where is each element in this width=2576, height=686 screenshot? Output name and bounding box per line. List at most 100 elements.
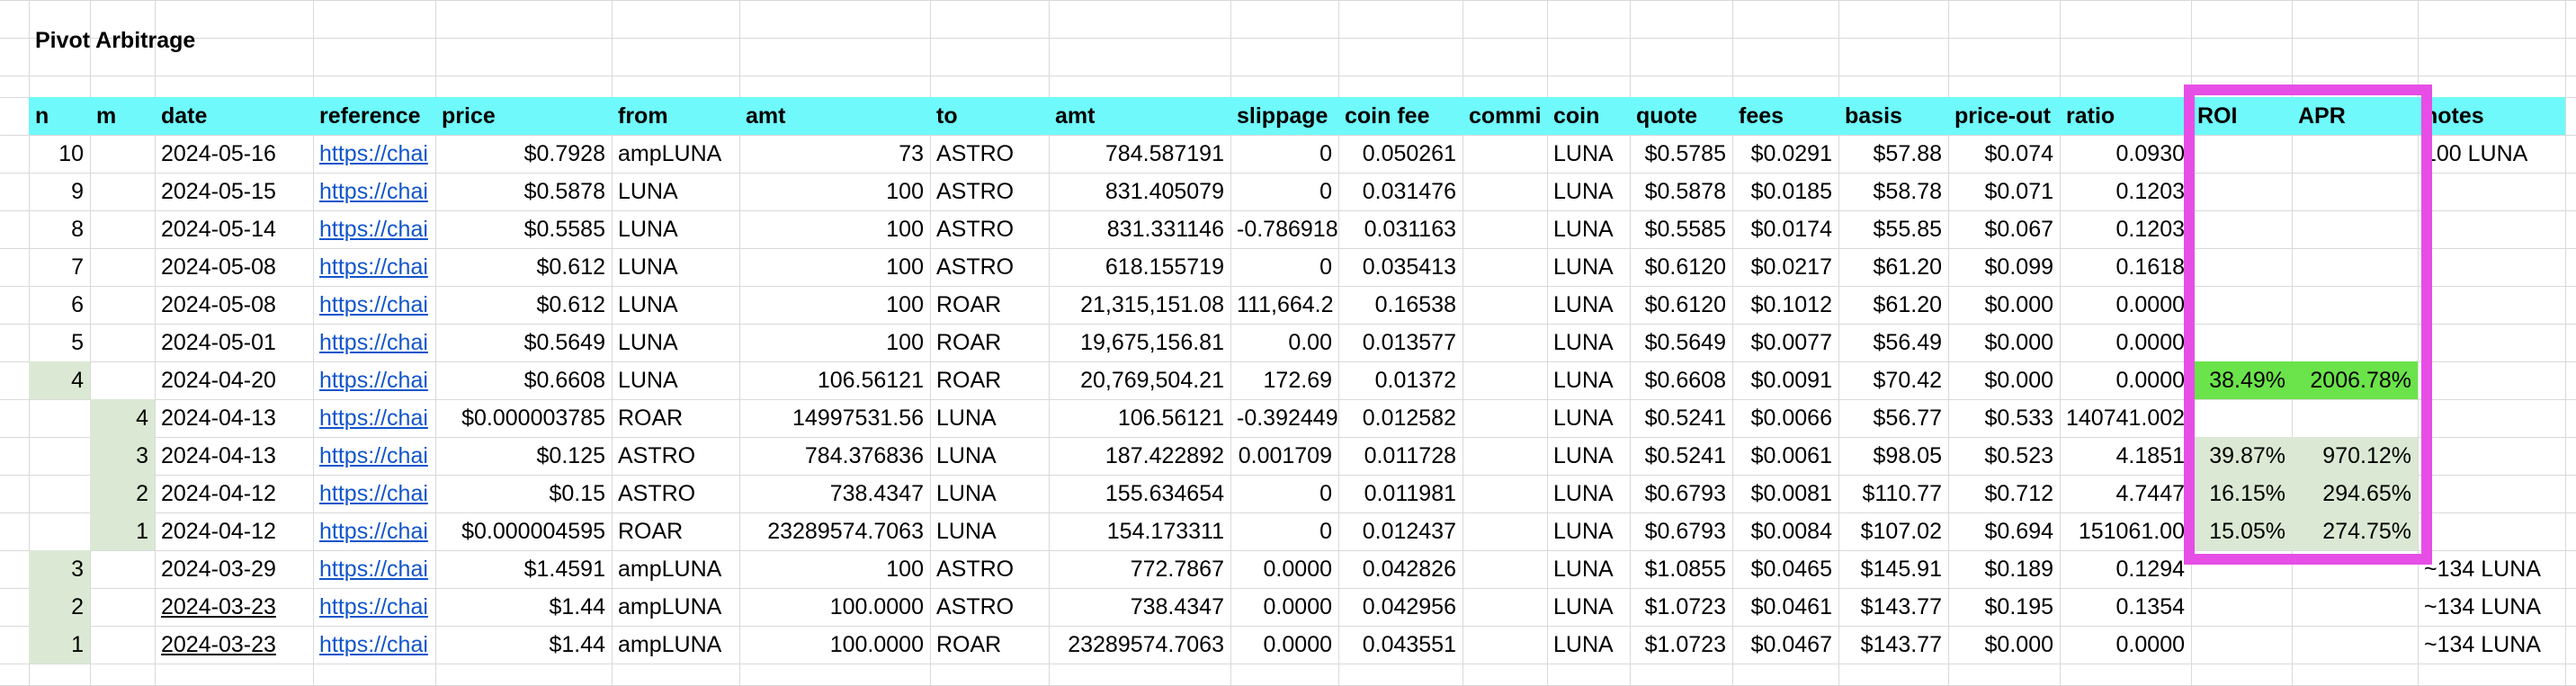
cell-to[interactable]: ASTRO — [936, 254, 1015, 280]
cell-basis[interactable]: $110.77 — [1862, 481, 1942, 506]
cell-from[interactable]: ampLUNA — [618, 141, 722, 166]
cell-reference[interactable]: https://chai — [319, 141, 428, 166]
cell-n[interactable] — [29, 512, 90, 550]
cell-n[interactable]: 1 — [29, 626, 90, 664]
cell-reference[interactable]: https://chai — [319, 443, 428, 468]
cell-price[interactable]: $1.44 — [549, 632, 605, 657]
cell-coin[interactable]: LUNA — [1553, 217, 1614, 242]
cell-coin[interactable]: LUNA — [1553, 292, 1614, 317]
cell-price-out[interactable]: $0.533 — [1984, 405, 2053, 431]
cell-date[interactable]: 2024-05-16 — [161, 141, 276, 166]
cell-apr[interactable] — [2292, 173, 2418, 210]
header-coin-fee[interactable]: coin fee — [1345, 103, 1430, 129]
cell-ratio[interactable]: 0.0000 — [2115, 368, 2185, 393]
cell-ratio[interactable]: 151061.00 — [2078, 519, 2185, 544]
cell-roi[interactable] — [2191, 550, 2292, 588]
header-amt-out[interactable]: amt — [1055, 103, 1096, 129]
cell-price-out[interactable]: $0.000 — [1984, 632, 2053, 657]
cell-m[interactable]: 1 — [90, 512, 155, 550]
cell-roi[interactable] — [2191, 286, 2292, 324]
cell-amt-out[interactable]: 20,769,504.21 — [1080, 368, 1224, 393]
cell-amt-out[interactable]: 618.155719 — [1105, 254, 1224, 280]
cell-price[interactable]: $0.5649 — [523, 330, 605, 355]
cell-date[interactable]: 2024-05-01 — [161, 330, 276, 355]
header-reference[interactable]: reference — [319, 103, 421, 129]
cell-amt-out[interactable]: 187.422892 — [1105, 443, 1224, 468]
cell-coin-fee[interactable]: 0.011728 — [1364, 443, 1456, 468]
cell-fees[interactable]: $0.0461 — [1750, 594, 1832, 619]
cell-price[interactable]: $0.612 — [536, 292, 605, 317]
cell-reference[interactable]: https://chai — [319, 179, 428, 204]
cell-price-out[interactable]: $0.523 — [1984, 443, 2053, 468]
cell-slippage[interactable]: 0.0000 — [1263, 632, 1332, 657]
cell-quote[interactable]: $0.5585 — [1644, 217, 1726, 242]
cell-n[interactable]: 8 — [71, 217, 84, 242]
cell-fees[interactable]: $0.0084 — [1750, 519, 1832, 544]
cell-slippage[interactable]: 0.0000 — [1263, 594, 1332, 619]
cell-amt-in[interactable]: 100.0000 — [829, 632, 924, 657]
cell-commission[interactable] — [1462, 550, 1547, 588]
cell-basis[interactable]: $70.42 — [1873, 368, 1942, 393]
cell-commission[interactable] — [1462, 399, 1547, 437]
cell-n[interactable]: 2 — [29, 588, 90, 626]
cell-price-out[interactable]: $0.000 — [1984, 330, 2053, 355]
header-amt-in[interactable]: amt — [746, 103, 786, 129]
cell-n[interactable]: 9 — [71, 179, 84, 204]
cell-m[interactable] — [90, 626, 155, 664]
cell-fees[interactable]: $0.0091 — [1750, 368, 1832, 393]
header-roi[interactable]: ROI — [2197, 103, 2238, 129]
cell-to[interactable]: LUNA — [936, 405, 997, 431]
cell-n[interactable]: 7 — [71, 254, 84, 280]
cell-roi[interactable] — [2191, 588, 2292, 626]
cell-n[interactable]: 5 — [71, 330, 84, 355]
cell-amt-in[interactable]: 14997531.56 — [792, 405, 924, 431]
cell-ratio[interactable]: 4.1851 — [2115, 443, 2185, 468]
cell-fees[interactable]: $0.0061 — [1750, 443, 1832, 468]
cell-from[interactable]: ampLUNA — [618, 594, 722, 619]
cell-m[interactable]: 2 — [90, 475, 155, 512]
cell-reference[interactable]: https://chai — [319, 292, 428, 317]
cell-from[interactable]: LUNA — [618, 292, 678, 317]
cell-apr[interactable] — [2292, 626, 2418, 664]
cell-roi[interactable] — [2191, 173, 2292, 210]
cell-basis[interactable]: $61.20 — [1873, 254, 1942, 280]
cell-from[interactable]: LUNA — [618, 179, 678, 204]
cell-amt-out[interactable]: 106.56121 — [1117, 405, 1224, 431]
cell-amt-out[interactable]: 738.4347 — [1130, 594, 1224, 619]
cell-price-out[interactable]: $0.195 — [1984, 594, 2053, 619]
cell-reference[interactable]: https://chai — [319, 330, 428, 355]
cell-notes[interactable] — [2418, 173, 2565, 210]
cell-fees[interactable]: $0.1012 — [1750, 292, 1832, 317]
cell-coin[interactable]: LUNA — [1553, 481, 1614, 506]
cell-slippage[interactable]: -0.786918 — [1237, 217, 1338, 242]
cell-apr[interactable] — [2292, 286, 2418, 324]
cell-commission[interactable] — [1462, 361, 1547, 399]
cell-amt-out[interactable]: 21,315,151.08 — [1080, 292, 1224, 317]
cell-commission[interactable] — [1462, 475, 1547, 512]
cell-price[interactable]: $0.5585 — [523, 217, 605, 242]
cell-roi[interactable] — [2191, 210, 2292, 248]
cell-ratio[interactable]: 4.7447 — [2115, 481, 2185, 506]
cell-coin-fee[interactable]: 0.013577 — [1362, 330, 1456, 355]
cell-amt-out[interactable]: 772.7867 — [1130, 557, 1224, 582]
cell-commission[interactable] — [1462, 135, 1547, 173]
cell-price-out[interactable]: $0.000 — [1984, 368, 2053, 393]
cell-price-out[interactable]: $0.000 — [1984, 292, 2053, 317]
cell-slippage[interactable]: 0 — [1319, 519, 1332, 544]
cell-slippage[interactable]: 111,664.2 — [1237, 292, 1334, 317]
cell-quote[interactable]: $0.5649 — [1644, 330, 1726, 355]
header-coin[interactable]: coin — [1553, 103, 1600, 129]
cell-price-out[interactable]: $0.189 — [1984, 557, 2053, 582]
cell-coin[interactable]: LUNA — [1553, 405, 1614, 431]
cell-notes[interactable] — [2418, 437, 2565, 475]
cell-commission[interactable] — [1462, 324, 1547, 361]
cell-price[interactable]: $1.44 — [549, 594, 605, 619]
cell-coin-fee[interactable]: 0.012582 — [1362, 405, 1456, 431]
cell-date[interactable]: 2024-05-14 — [161, 217, 276, 242]
cell-apr[interactable]: 294.65% — [2292, 475, 2418, 512]
header-date[interactable]: date — [161, 103, 208, 129]
cell-amt-in[interactable]: 100 — [886, 254, 924, 280]
cell-quote[interactable]: $1.0855 — [1644, 557, 1726, 582]
cell-slippage[interactable]: 172.69 — [1263, 368, 1332, 393]
cell-basis[interactable]: $55.85 — [1873, 217, 1942, 242]
